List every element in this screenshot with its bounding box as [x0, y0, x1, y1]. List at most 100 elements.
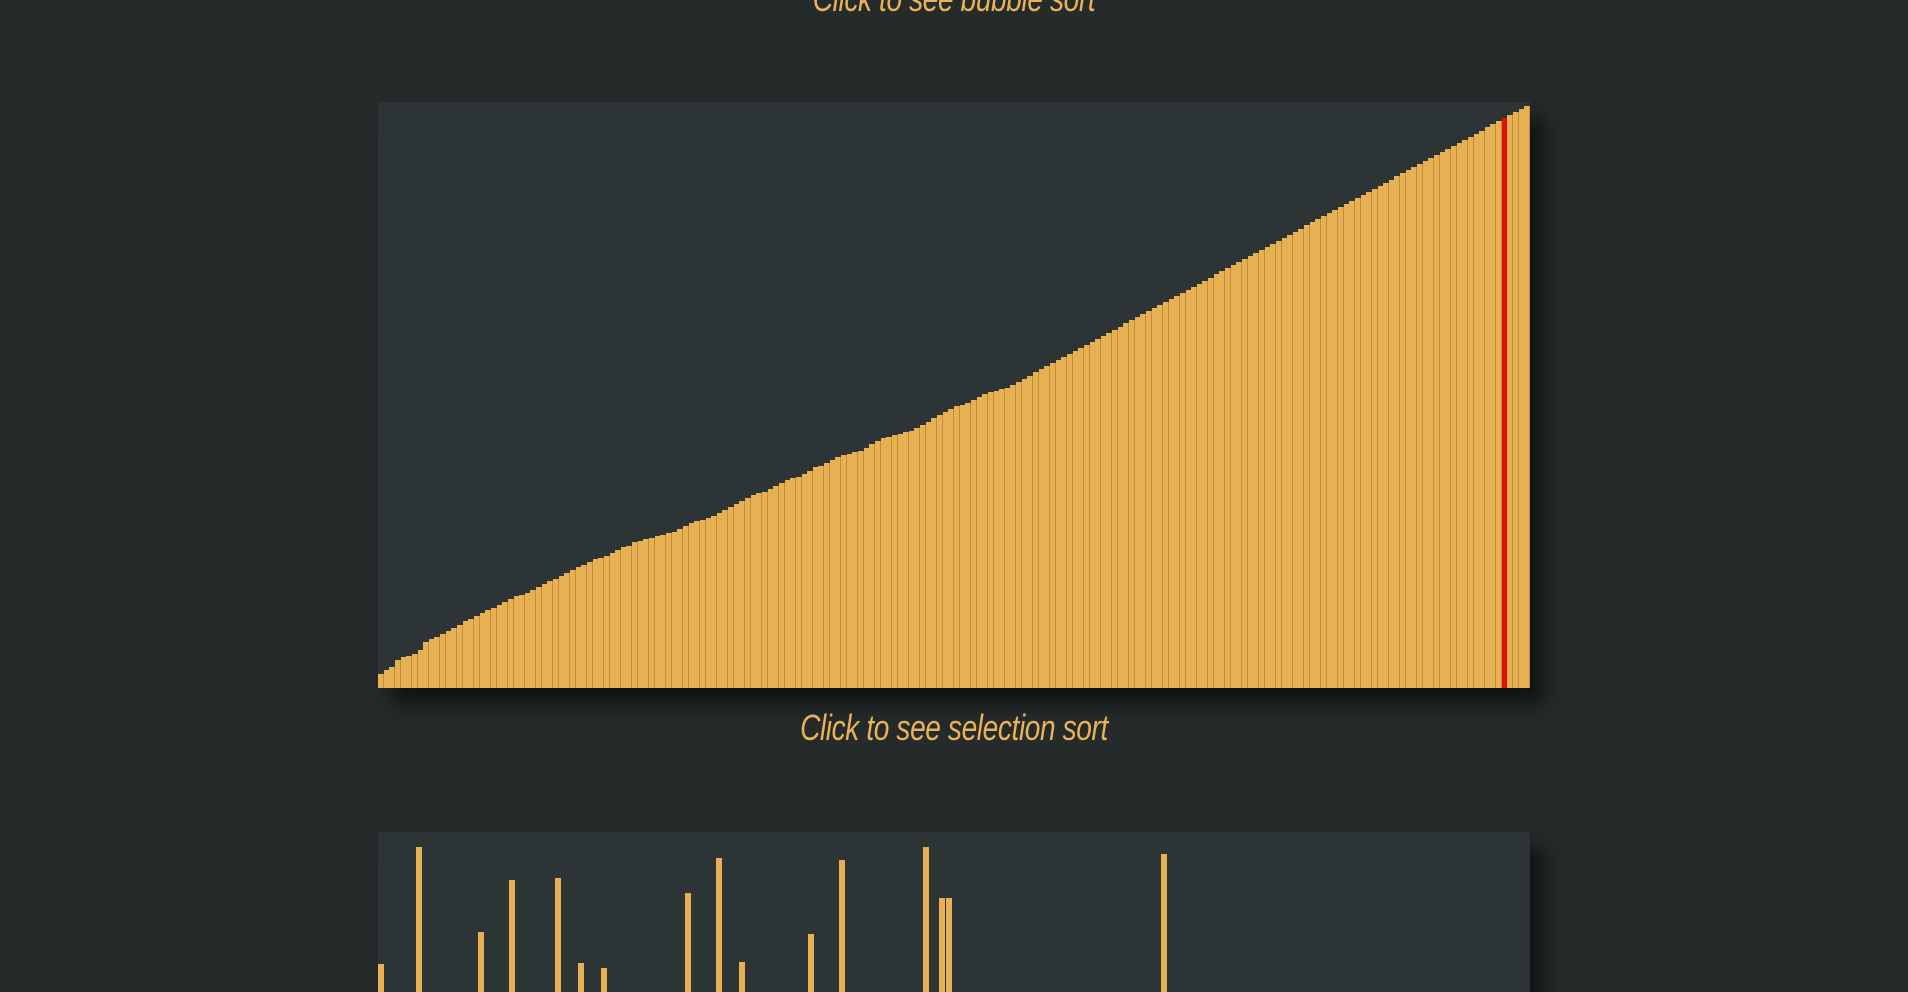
bubble-bar	[1247, 256, 1254, 688]
bubble-bar	[1411, 167, 1418, 688]
bubble-bar	[965, 403, 972, 688]
bubble-bar	[1501, 118, 1508, 688]
bubble-bar	[1004, 388, 1011, 688]
bubble-bar	[1253, 253, 1260, 688]
bubble-sort-caption[interactable]: Click to see bubble sort	[210, 0, 1698, 20]
bubble-bar	[457, 625, 464, 688]
bubble-bar	[999, 389, 1006, 688]
bubble-bar	[1360, 195, 1367, 688]
bubble-bar	[1467, 137, 1474, 688]
bubble-bar	[440, 634, 447, 688]
bubble-bar	[942, 412, 949, 688]
bubble-bar	[451, 628, 458, 688]
bubble-bar	[1174, 296, 1181, 688]
selection-bar	[600, 968, 607, 992]
bubble-bar	[976, 397, 983, 688]
bubble-bar	[1208, 278, 1215, 688]
bubble-bar	[931, 418, 938, 688]
bubble-bar	[1185, 290, 1192, 688]
bubble-bar	[632, 542, 639, 688]
bubble-bar	[1196, 284, 1203, 688]
bubble-bar	[818, 466, 825, 688]
bubble-bar	[784, 480, 791, 688]
bubble-bar	[897, 434, 904, 688]
bubble-bar	[1484, 127, 1491, 688]
bubble-bar	[959, 405, 966, 688]
bubble-sort-visualization[interactable]	[378, 102, 1530, 688]
bubble-bar	[626, 546, 633, 688]
bubble-bar	[570, 570, 576, 688]
bubble-bar	[1027, 376, 1034, 688]
bubble-bar	[858, 451, 864, 688]
bubble-bar	[1326, 213, 1333, 688]
selection-sort-caption[interactable]: Click to see selection sort	[800, 707, 1108, 748]
bubble-bar	[920, 425, 927, 688]
bubble-bar	[722, 510, 729, 688]
bubble-bar	[908, 431, 915, 688]
bubble-bar	[411, 654, 418, 688]
selection-bar	[946, 898, 953, 992]
bubble-bar	[389, 667, 396, 688]
bubble-bar	[637, 541, 644, 688]
bubble-bar	[767, 489, 774, 688]
selection-bar	[554, 878, 561, 992]
bubble-bar	[1078, 348, 1085, 688]
bubble-bar	[1377, 186, 1384, 688]
bubble-bar	[1513, 112, 1520, 688]
bubble-bar	[1236, 262, 1243, 688]
bubble-bar	[643, 539, 650, 688]
bubble-bar	[835, 457, 842, 688]
bubble-bar	[1281, 238, 1288, 688]
bubble-bar	[891, 435, 898, 688]
bubble-bar	[880, 438, 887, 688]
bubble-bar	[886, 437, 893, 688]
bubble-bar	[1371, 189, 1378, 688]
bubble-bar	[970, 400, 977, 688]
bubble-bar	[496, 605, 503, 688]
bubble-bar	[756, 493, 763, 688]
bubble-bar	[1066, 354, 1073, 688]
bubble-bar	[536, 587, 543, 688]
bubble-bar	[1292, 232, 1299, 688]
bubble-bar	[750, 495, 757, 688]
bubble-bar	[677, 529, 684, 688]
bubble-bar	[485, 610, 492, 688]
bubble-bar	[1400, 173, 1407, 688]
selection-sort-visualization[interactable]	[378, 832, 1530, 992]
bubble-bar	[1524, 106, 1530, 688]
bubble-bar	[654, 536, 661, 688]
bubble-bar	[925, 422, 932, 688]
bubble-bar	[547, 581, 554, 688]
bubble-bar	[1242, 259, 1248, 688]
bubble-bar	[394, 660, 401, 688]
bubble-bar	[762, 492, 768, 688]
bubble-bar	[1332, 210, 1339, 688]
bubble-bar	[417, 650, 424, 688]
bubble-bar	[1287, 235, 1294, 688]
bubble-bar	[383, 670, 390, 688]
bubble-bar	[795, 477, 802, 688]
bubble-bar	[790, 478, 797, 688]
bubble-bar	[1518, 109, 1525, 688]
bubble-bar	[434, 637, 441, 688]
bubble-bar	[1010, 385, 1017, 688]
bubble-bar	[733, 504, 740, 688]
bubble-bar	[801, 474, 808, 688]
selection-bar	[808, 934, 815, 992]
bubble-bar	[841, 455, 848, 688]
bubble-bar	[1264, 247, 1271, 688]
bubble-bar	[711, 516, 718, 688]
bubble-bar	[1309, 222, 1316, 688]
bubble-bar	[1044, 366, 1051, 688]
bubble-bar	[1439, 152, 1446, 688]
bubble-sort-bars	[378, 102, 1530, 688]
bubble-bar	[1230, 265, 1237, 688]
bubble-bar	[1275, 241, 1282, 688]
bubble-bar	[937, 415, 944, 688]
bubble-bar	[716, 513, 723, 688]
bubble-bar	[502, 602, 509, 688]
bubble-bar	[474, 616, 480, 688]
bubble-bar	[423, 642, 430, 688]
bubble-bar	[445, 631, 452, 688]
bubble-bar	[406, 656, 413, 688]
